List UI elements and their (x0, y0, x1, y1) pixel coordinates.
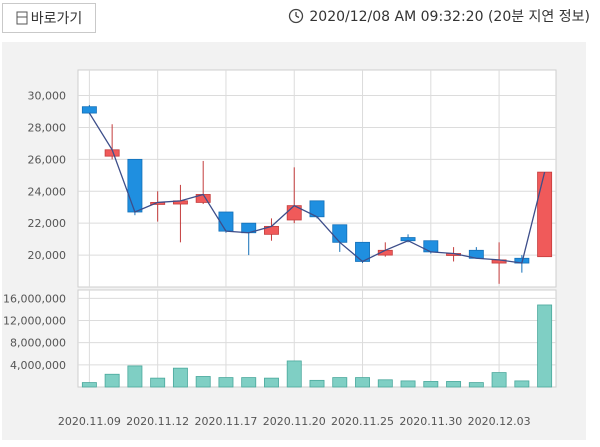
date-tick-label: 2020.11.20 (263, 415, 326, 428)
document-icon (16, 11, 28, 25)
price-tick-label: 26,000 (28, 153, 67, 166)
shortcut-label: 바로가기 (30, 11, 83, 27)
candle-body (332, 224, 348, 243)
volume-bar (264, 377, 279, 388)
candle-body (537, 171, 553, 258)
volume-tick-label: 16,000,000 (3, 292, 66, 305)
date-tick-label: 2020.11.12 (126, 415, 189, 428)
price-tick-label: 22,000 (28, 217, 67, 230)
close-price-line (88, 112, 546, 264)
date-tick-label: 2020.11.09 (58, 415, 121, 428)
volume-bar (377, 379, 393, 388)
date-tick-label: 2020.11.25 (331, 415, 394, 428)
volume-bar (104, 373, 120, 388)
date-tick-label: 2020.12.03 (468, 415, 531, 428)
shortcut-button[interactable]: 바로가기 (2, 3, 96, 33)
volume-bar (81, 382, 97, 388)
volume-bar (537, 304, 553, 388)
volume-bar (446, 381, 462, 388)
candle-body (127, 158, 143, 213)
volume-bar (286, 360, 302, 388)
price-tick-label: 20,000 (28, 249, 67, 262)
volume-plot-area (77, 289, 557, 388)
price-tick-label: 30,000 (28, 90, 67, 103)
price-tick-label: 28,000 (28, 121, 67, 134)
volume-tick-label: 12,000,000 (3, 314, 66, 327)
volume-bar (514, 380, 530, 388)
volume-bar (195, 376, 211, 388)
volume-bar (172, 367, 188, 388)
price-plot-area (77, 69, 557, 288)
candle-body (218, 211, 234, 232)
volume-bar (491, 372, 507, 388)
volume-bar (423, 381, 439, 388)
price-tick-label: 24,000 (28, 185, 67, 198)
volume-bar (309, 379, 325, 388)
volume-bar (468, 382, 484, 388)
volume-bar (400, 380, 416, 388)
volume-tick-label: 4,000,000 (10, 359, 66, 372)
volume-bar (332, 377, 348, 388)
candle-body (81, 106, 97, 114)
volume-bar (355, 377, 370, 388)
date-tick-label: 2020.11.17 (194, 415, 257, 428)
timestamp: 2020/12/08 AM 09:32:20 (20분 지연 정보) (288, 6, 590, 26)
volume-bar (241, 377, 257, 388)
timestamp-text: 2020/12/08 AM 09:32:20 (20분 지연 정보) (309, 9, 590, 25)
volume-bar (218, 377, 234, 388)
volume-bar (127, 365, 143, 388)
clock-icon (289, 8, 304, 24)
volume-tick-label: 8,000,000 (10, 337, 66, 350)
candle-body (423, 240, 439, 253)
volume-bar (150, 377, 166, 388)
date-tick-label: 2020.11.30 (399, 415, 462, 428)
